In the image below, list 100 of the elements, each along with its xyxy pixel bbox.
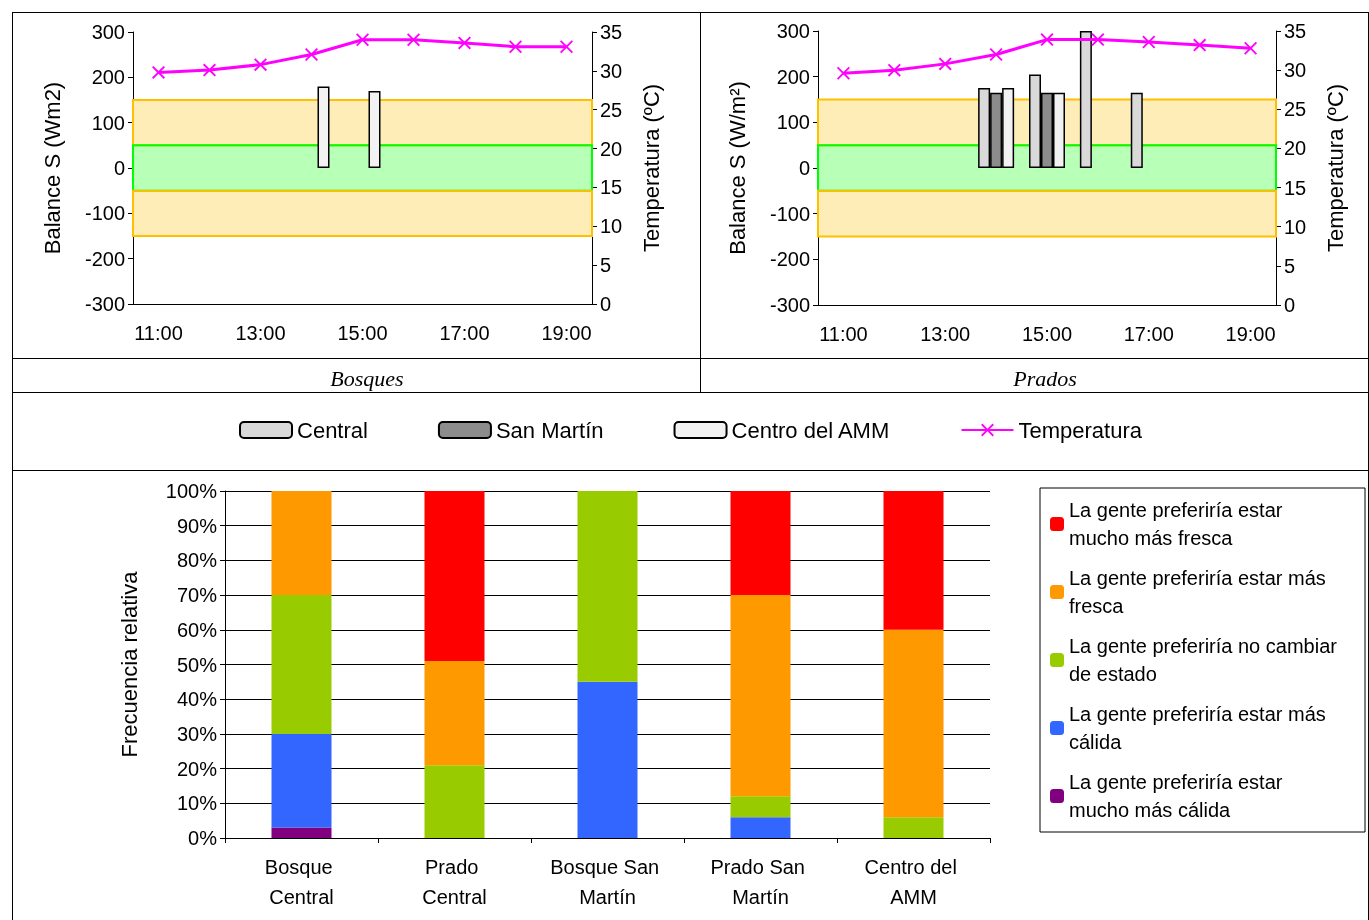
- x-tick-label: 13:00: [920, 323, 971, 345]
- y-tick-label: -100: [769, 202, 810, 225]
- y-tick-label: 20%: [176, 757, 218, 780]
- y-tick-label: 60%: [176, 618, 218, 641]
- y-tick-label: 70%: [176, 584, 218, 607]
- point: [1091, 33, 1105, 47]
- y-tick-label: -300: [84, 293, 125, 315]
- bar: [1079, 31, 1092, 168]
- point: [1193, 38, 1207, 52]
- y-tick-label: 90%: [176, 514, 218, 537]
- y2-tick-label: 0: [1284, 294, 1296, 316]
- x-tick-label: 17:00: [1123, 323, 1174, 345]
- bar: [271, 491, 332, 596]
- bar: [1130, 92, 1143, 168]
- y-tick-label: 300: [91, 21, 125, 43]
- legend-label: Central: [297, 417, 368, 443]
- y2-axis-title: Temperatura (ºC): [1322, 83, 1348, 253]
- point: [305, 48, 318, 62]
- x-tick-label: 17:00: [439, 322, 490, 344]
- point: [1142, 35, 1156, 49]
- y2-tick-label: 0: [600, 293, 612, 315]
- point: [887, 63, 901, 77]
- x-tick-label: 15:00: [1021, 323, 1073, 345]
- bar: [271, 827, 332, 838]
- bar: [730, 595, 791, 797]
- legend-label: La gente preferiría estar mucho más fresca: [1069, 499, 1289, 549]
- bar: [883, 817, 944, 838]
- y2-tick-label: 25: [1284, 98, 1307, 121]
- y2-tick-label: 25: [600, 98, 623, 121]
- y-axis-title: Frecuencia relativa: [116, 570, 142, 758]
- y2-tick-label: 10: [1284, 215, 1307, 238]
- y-axis-title: Balance S (W/m²): [724, 81, 750, 255]
- bar: [271, 733, 332, 828]
- x-tick-label: Centro del AMM: [864, 856, 963, 908]
- text: Prados: [1012, 365, 1077, 391]
- y2-tick-label: 15: [600, 176, 623, 199]
- x-tick-label: 13:00: [235, 322, 286, 344]
- legend-label: La gente preferiría no cambiar de estado: [1069, 635, 1343, 685]
- point: [836, 66, 850, 80]
- x-tick-label: 19:00: [1225, 323, 1276, 345]
- y2-tick-label: 5: [600, 254, 612, 277]
- x-tick-label: Prado San Martín: [710, 856, 811, 908]
- y-tick-label: 200: [776, 65, 810, 88]
- y2-tick-label: 35: [1284, 20, 1307, 42]
- y2-tick-label: 15: [1284, 176, 1307, 199]
- bar: [577, 681, 638, 838]
- y2-tick-label: 30: [1284, 59, 1307, 82]
- x-tick-label: 19:00: [541, 322, 592, 344]
- bar: [730, 817, 791, 838]
- y-axis-title: Balance S (Wm2): [39, 81, 65, 255]
- point: [560, 40, 573, 54]
- x-tick-label: Bosque San Martín: [550, 856, 665, 908]
- x-tick-label: 15:00: [337, 322, 388, 344]
- point: [407, 33, 420, 47]
- y-tick-label: 100%: [165, 480, 218, 502]
- point: [509, 40, 522, 54]
- bar: [883, 629, 944, 818]
- x-tick-label: 11:00: [134, 322, 183, 344]
- y2-axis-title: Temperatura (ºC): [638, 83, 664, 253]
- y-tick-label: 40%: [176, 688, 218, 711]
- y2-tick-label: 10: [600, 215, 623, 238]
- bar: [730, 491, 791, 596]
- bar: [424, 661, 485, 766]
- y2-tick-label: 20: [600, 137, 623, 160]
- legend-label: La gente preferiría estar más fresca: [1069, 567, 1332, 617]
- y2-tick-label: 35: [600, 21, 623, 43]
- text: Bosques: [330, 365, 404, 391]
- y-tick-label: 30%: [176, 722, 218, 745]
- y-tick-label: 10%: [176, 792, 218, 815]
- y2-tick-label: 20: [1284, 137, 1307, 160]
- legend-label: Temperatura: [1018, 417, 1143, 443]
- y-tick-label: -200: [84, 247, 125, 270]
- y-tick-label: -300: [769, 294, 810, 316]
- y-tick-label: 300: [776, 20, 810, 42]
- legend-label: La gente preferiría estar más cálida: [1069, 703, 1332, 753]
- point: [1244, 41, 1258, 55]
- y-tick-label: -100: [84, 202, 125, 225]
- legend-label: La gente preferiría estar mucho más cálida: [1069, 771, 1289, 821]
- y-tick-label: 200: [91, 66, 125, 89]
- x-tick-label: 11:00: [819, 323, 868, 345]
- legend-label: Centro del AMM: [731, 417, 890, 443]
- bar: [883, 491, 944, 630]
- point: [152, 65, 165, 79]
- x-tick-label: Prado Central: [422, 856, 487, 908]
- point: [356, 33, 369, 47]
- bar: [271, 595, 332, 734]
- bar: [577, 491, 638, 682]
- y-tick-label: 100: [776, 111, 810, 134]
- legend-label: San Martín: [495, 417, 604, 443]
- y-tick-label: 0: [113, 157, 125, 179]
- y2-tick-label: 5: [1284, 254, 1296, 277]
- bar: [424, 765, 485, 838]
- bar: [730, 796, 791, 818]
- bar: [424, 491, 485, 662]
- y-tick-label: 0%: [188, 827, 218, 849]
- x-tick-label: Bosque Central: [264, 856, 339, 908]
- point: [938, 57, 952, 71]
- y-tick-label: 80%: [176, 549, 218, 572]
- y-tick-label: 0: [798, 157, 810, 179]
- point: [254, 58, 267, 72]
